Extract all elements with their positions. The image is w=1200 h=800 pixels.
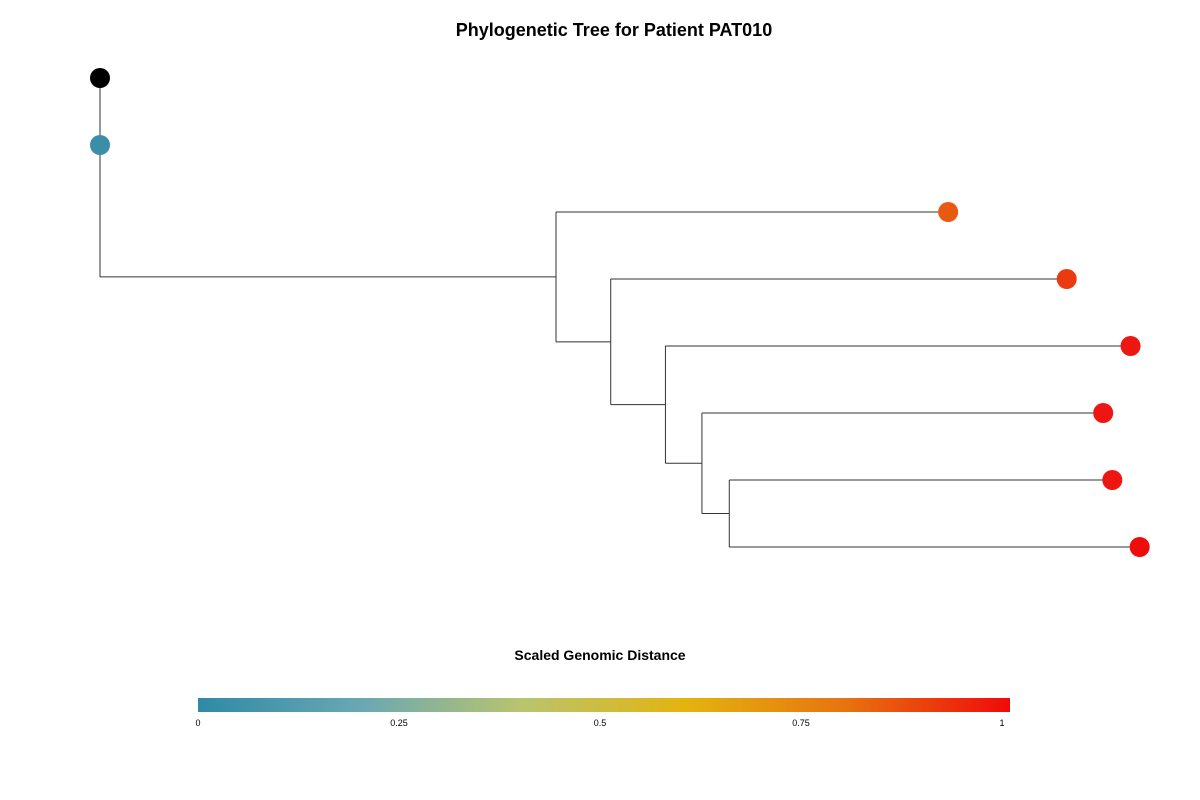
tree-leaf-node (1120, 336, 1141, 356)
colorbar-ticks: 0 0.25 0.5 0.75 1 (195, 718, 1004, 728)
tree-node (90, 135, 110, 155)
tree-leaf-node (1129, 537, 1150, 557)
colorbar-tick-label: 0 (195, 718, 200, 728)
colorbar-legend: Scaled Genomic Distance 0 0.25 0.5 0.75 1 (195, 647, 1010, 728)
colorbar-tick-label: 0.75 (792, 718, 810, 728)
colorbar-tick-label: 0.25 (390, 718, 408, 728)
colorbar-gradient (198, 698, 1010, 712)
tree-leaf-node (1056, 269, 1077, 289)
colorbar-tick-label: 1 (999, 718, 1004, 728)
colorbar-title: Scaled Genomic Distance (514, 647, 685, 663)
tree-edges (99, 78, 1140, 548)
tree-leaf-node (938, 202, 959, 222)
colorbar-tick-label: 0.5 (594, 718, 607, 728)
chart-title: Phylogenetic Tree for Patient PAT010 (456, 20, 772, 40)
tree-node (90, 68, 110, 88)
tree-leaf-node (1102, 470, 1123, 490)
tree-nodes (90, 68, 1150, 557)
tree-leaf-node (1093, 403, 1114, 423)
